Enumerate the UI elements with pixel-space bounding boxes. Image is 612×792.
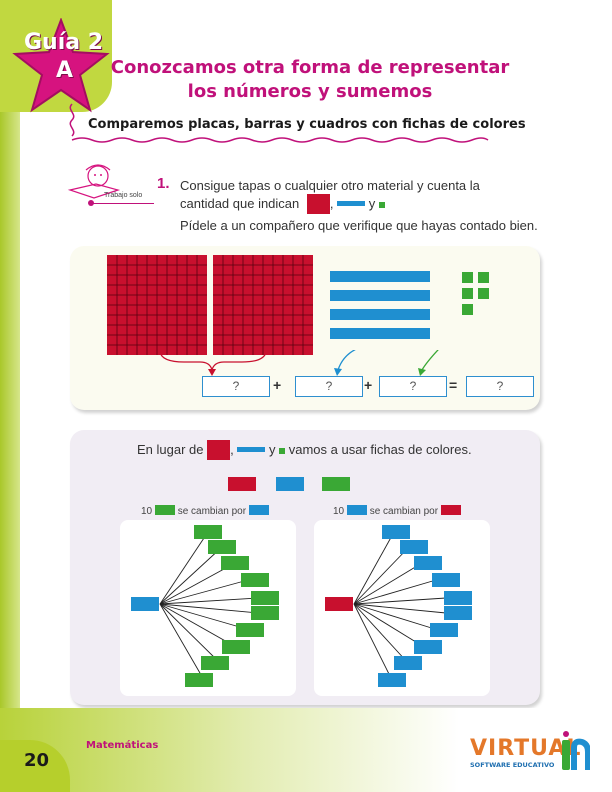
and-word: y (269, 442, 276, 457)
subtitle-frame (69, 103, 489, 143)
page-number: 20 (24, 750, 50, 771)
answer-box-total[interactable]: ? (466, 376, 534, 397)
comma: , (329, 196, 334, 211)
blue-bar-icon (337, 201, 366, 206)
blue-bar (330, 290, 430, 301)
blue-chip (276, 477, 304, 491)
red-plate-2 (213, 255, 313, 355)
activity-number: 1. (157, 175, 170, 192)
guide-star-badge (12, 18, 110, 113)
page-title: Conozcamos otra forma de representar los… (100, 56, 520, 104)
child-writing-icon (67, 164, 121, 199)
green-square (462, 304, 473, 315)
logo-in-icon (562, 731, 590, 770)
green-square (478, 288, 489, 299)
subtitle: Comparemos placas, barras y cuadros con … (88, 117, 526, 132)
activity-line2: cantidad que indican , y (180, 194, 385, 214)
red-square-icon (207, 440, 231, 460)
green-square (478, 272, 489, 283)
green-square-icon (378, 202, 385, 208)
badge-line2: A (56, 58, 74, 83)
label-text: se cambian por (177, 506, 247, 517)
label-number: 10 (141, 506, 153, 517)
blue-bar-icon (237, 447, 266, 452)
label-number: 10 (333, 506, 345, 517)
blue-chip-icon (248, 505, 269, 515)
answer-box-plates[interactable]: ? (202, 376, 270, 397)
red-chip-icon (440, 505, 461, 515)
red-square-icon (306, 194, 330, 214)
red-plate-1 (107, 255, 207, 355)
intro-text-end: vamos a usar fichas de colores. (288, 442, 472, 457)
work-mode-line (90, 203, 154, 204)
chips-intro: En lugar de , y vamos a usar fichas de c… (137, 440, 472, 460)
blue-to-red-diagram[interactable] (314, 520, 490, 696)
answer-box-squares[interactable]: ? (379, 376, 447, 397)
activity-line2-text: cantidad que indican (180, 196, 300, 211)
blue-bar (330, 309, 430, 320)
left-side-bar (0, 0, 20, 792)
red-chip (228, 477, 256, 491)
answer-box-bars[interactable]: ? (295, 376, 363, 397)
activity-line3: Pídele a un compañero que verifique que … (180, 218, 538, 233)
equals-sign: = (449, 377, 458, 393)
activity-line1: Consigue tapas o cualquier otro material… (180, 178, 480, 193)
title-line2: los números y sumemos (187, 81, 433, 102)
blue-bar (330, 328, 430, 339)
badge-line1: Guía 2 (24, 30, 104, 55)
right-exchange-label: 10 se cambian por (333, 505, 461, 517)
green-square (462, 288, 473, 299)
green-chip-icon (154, 505, 175, 515)
and-word: y (368, 196, 376, 211)
label-text: se cambian por (369, 506, 439, 517)
blue-bar (330, 271, 430, 282)
footer-band (0, 708, 612, 792)
intro-text: En lugar de (137, 442, 204, 457)
plus-sign: + (364, 377, 373, 393)
left-exchange-label: 10 se cambian por (141, 505, 269, 517)
title-line1: Conozcamos otra forma de representar (110, 57, 510, 78)
green-chip (322, 477, 350, 491)
comma: , (230, 442, 234, 457)
blue-chip-icon (346, 505, 367, 515)
logo-sub-text: SOFTWARE EDUCATIVO (470, 761, 555, 769)
subject-label: Matemáticas (86, 740, 159, 751)
work-mode-label: Trabajo solo (104, 192, 143, 199)
arrows (159, 350, 439, 376)
work-mode-dot (88, 200, 94, 206)
green-square (462, 272, 473, 283)
plus-sign: + (273, 377, 282, 393)
green-to-blue-diagram[interactable] (120, 520, 296, 696)
green-square-icon (279, 448, 286, 454)
